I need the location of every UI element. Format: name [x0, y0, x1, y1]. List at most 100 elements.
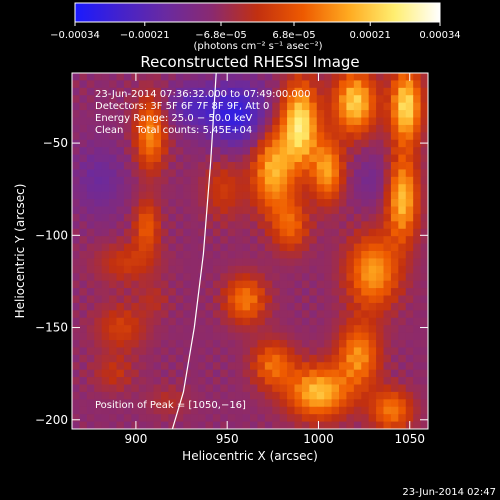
heatmap-cell	[390, 117, 399, 126]
heatmap-cell	[168, 258, 177, 267]
heatmap-cell	[86, 295, 95, 304]
heatmap-cell	[383, 362, 392, 371]
heatmap-cell	[161, 73, 170, 82]
heatmap-cell	[331, 199, 340, 208]
heatmap-cell	[413, 73, 422, 82]
heatmap-cell	[279, 228, 288, 237]
heatmap-cell	[250, 95, 259, 104]
heatmap-cell	[390, 354, 399, 363]
heatmap-cell	[212, 154, 221, 163]
heatmap-cell	[220, 102, 229, 111]
heatmap-cell	[153, 117, 162, 126]
heatmap-cell	[250, 110, 259, 119]
heatmap-cell	[413, 317, 422, 326]
heatmap-cell	[116, 340, 125, 349]
heatmap-cell	[346, 354, 355, 363]
heatmap-cell	[138, 369, 147, 378]
heatmap-cell	[86, 332, 95, 341]
heatmap-cell	[361, 184, 370, 193]
heatmap-cell	[294, 347, 303, 356]
heatmap-cell	[324, 273, 333, 282]
heatmap-cell	[101, 117, 110, 126]
heatmap-cell	[413, 377, 422, 386]
heatmap-cell	[235, 399, 244, 408]
heatmap-cell	[368, 288, 377, 297]
heatmap-cell	[361, 391, 370, 400]
heatmap-cell	[168, 87, 177, 96]
heatmap-cell	[398, 117, 407, 126]
heatmap-cell	[368, 102, 377, 111]
heatmap-cell	[353, 310, 362, 319]
heatmap-cell	[264, 288, 273, 297]
heatmap-cell	[376, 288, 385, 297]
heatmap-cell	[94, 354, 103, 363]
heatmap-cell	[131, 340, 140, 349]
heatmap-cell	[242, 87, 251, 96]
heatmap-cell	[72, 95, 81, 104]
heatmap-cell	[175, 124, 184, 133]
heatmap-cell	[101, 191, 110, 200]
heatmap-cell	[212, 73, 221, 82]
heatmap-cell	[346, 340, 355, 349]
heatmap-cell	[198, 406, 207, 415]
heatmap-cell	[324, 206, 333, 215]
heatmap-cell	[368, 184, 377, 193]
heatmap-cell	[376, 414, 385, 423]
heatmap-cell	[390, 147, 399, 156]
heatmap-cell	[79, 302, 88, 311]
heatmap-cell	[390, 206, 399, 215]
heatmap-cell	[405, 154, 414, 163]
heatmap-cell	[131, 332, 140, 341]
heatmap-cell	[94, 391, 103, 400]
heatmap-cell	[86, 354, 95, 363]
heatmap-cell	[235, 147, 244, 156]
solar-limb-line	[171, 73, 217, 429]
heatmap-cell	[235, 265, 244, 274]
heatmap-cell	[368, 206, 377, 215]
heatmap-cell	[183, 206, 192, 215]
heatmap-cell	[250, 169, 259, 178]
heatmap-cell	[235, 139, 244, 148]
heatmap-cell	[301, 295, 310, 304]
heatmap-cell	[301, 414, 310, 423]
heatmap-cell	[279, 236, 288, 245]
heatmap-cell	[109, 391, 118, 400]
heatmap-cell	[368, 169, 377, 178]
heatmap-cell	[420, 288, 428, 297]
heatmap-cell	[309, 154, 318, 163]
heatmap-cell	[175, 110, 184, 119]
heatmap-cell	[346, 236, 355, 245]
heatmap-cell	[309, 295, 318, 304]
heatmap-cell	[227, 406, 236, 415]
heatmap-cell	[242, 288, 251, 297]
heatmap-cell	[131, 288, 140, 297]
heatmap-cell	[101, 243, 110, 252]
heatmap-cell	[116, 154, 125, 163]
heatmap-cell	[220, 147, 229, 156]
heatmap-cell	[390, 369, 399, 378]
heatmap-cell	[413, 87, 422, 96]
heatmap-cell	[79, 280, 88, 289]
heatmap-cell	[376, 80, 385, 89]
heatmap-cell	[279, 199, 288, 208]
heatmap-cell	[94, 325, 103, 334]
heatmap-cell	[146, 95, 155, 104]
heatmap-cell	[316, 347, 325, 356]
heatmap-cell	[405, 221, 414, 230]
heatmap-cell	[161, 124, 170, 133]
heatmap-cell	[131, 310, 140, 319]
heatmap-cell	[198, 399, 207, 408]
heatmap-cell	[190, 369, 199, 378]
heatmap-cell	[183, 377, 192, 386]
heatmap-cell	[301, 228, 310, 237]
heatmap-cell	[183, 251, 192, 260]
heatmap-cell	[272, 414, 281, 423]
heatmap-cell	[168, 377, 177, 386]
heatmap-cell	[168, 95, 177, 104]
heatmap-cell	[324, 199, 333, 208]
heatmap-cell	[242, 310, 251, 319]
heatmap-cell	[257, 243, 266, 252]
heatmap-cell	[346, 191, 355, 200]
heatmap-cell	[257, 102, 266, 111]
heatmap-cell	[86, 391, 95, 400]
